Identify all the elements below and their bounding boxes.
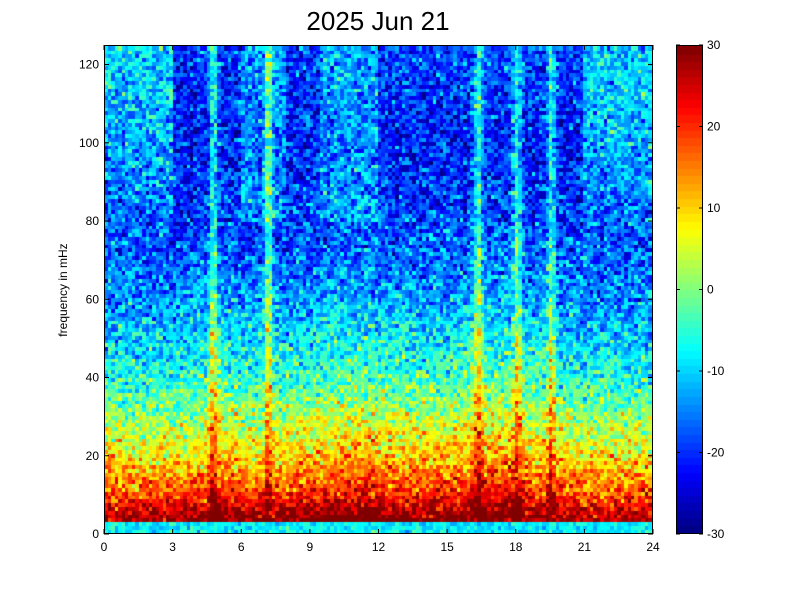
colorbar-tick-label: -20 — [707, 446, 725, 460]
x-tick-label: 12 — [372, 540, 386, 554]
spectrogram-heatmap — [105, 46, 652, 533]
x-tick-label: 21 — [578, 540, 592, 554]
x-tick-label: 6 — [238, 540, 245, 554]
y-tick-label: 120 — [79, 58, 99, 72]
y-tick-label: 80 — [86, 214, 100, 228]
x-tick-label: 24 — [646, 540, 660, 554]
colorbar-tick-label: 30 — [707, 38, 721, 52]
y-tick-label: 60 — [86, 292, 100, 306]
chart-title: 2025 Jun 21 — [306, 6, 450, 36]
x-tick-label: 15 — [440, 540, 454, 554]
x-tick-label: 3 — [169, 540, 176, 554]
plot-area — [104, 45, 653, 534]
y-tick-label: 0 — [92, 527, 99, 541]
y-tick-label: 100 — [79, 136, 99, 150]
colorbar-tick-label: 20 — [707, 120, 721, 134]
colorbar-gradient — [677, 46, 702, 533]
colorbar — [676, 45, 703, 534]
y-tick-label: 20 — [86, 449, 100, 463]
y-tick-label: 40 — [86, 371, 100, 385]
colorbar-tick-label: 10 — [707, 201, 721, 215]
x-tick-label: 18 — [509, 540, 523, 554]
y-axis-label: frequency in mHz — [56, 243, 70, 337]
x-tick-label: 9 — [307, 540, 314, 554]
colorbar-tick-label: -10 — [707, 364, 725, 378]
x-tick-label: 0 — [101, 540, 108, 554]
colorbar-tick-label: 0 — [707, 283, 714, 297]
colorbar-tick-label: -30 — [707, 527, 725, 541]
